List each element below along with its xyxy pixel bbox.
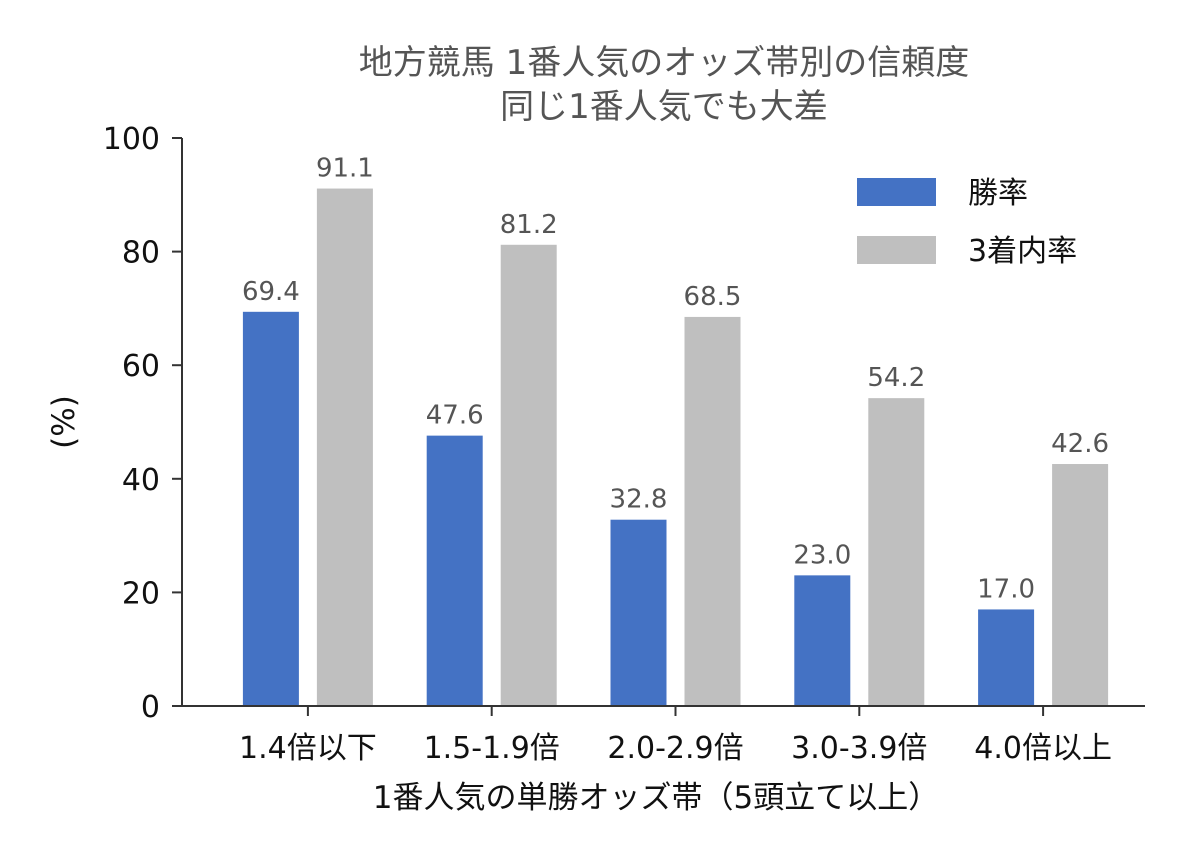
x-tick-label: 1.4倍以下	[239, 731, 377, 766]
bar-top3-rate	[1052, 464, 1109, 706]
bar-win-rate	[978, 609, 1035, 706]
bar-win-rate	[794, 575, 851, 706]
bars-group	[242, 188, 1109, 706]
data-label: 91.1	[316, 154, 374, 184]
data-label: 32.8	[610, 485, 668, 515]
data-label: 54.2	[867, 363, 925, 393]
y-tick-label: 0	[141, 690, 160, 725]
legend-swatch-win-rate	[857, 178, 936, 206]
x-tick-label: 2.0-2.9倍	[607, 731, 743, 766]
data-label: 47.6	[426, 401, 484, 431]
data-label: 68.5	[684, 282, 742, 312]
bar-top3-rate	[684, 316, 741, 706]
data-label: 69.4	[242, 277, 300, 307]
y-tick-label: 40	[122, 463, 160, 498]
y-tick-label: 20	[122, 576, 160, 611]
x-axis-label: 1番人気の単勝オッズ帯（5頭立て以上）	[373, 780, 939, 816]
data-label: 81.2	[500, 210, 558, 240]
legend: 勝率 3着内率	[857, 176, 1077, 269]
bar-win-rate	[426, 435, 483, 706]
x-tick-label: 1.5-1.9倍	[424, 731, 560, 766]
bar-top3-rate	[500, 244, 557, 706]
legend-label-win-rate: 勝率	[968, 176, 1028, 211]
y-ticks-group: 0 20 40 60 80 100	[103, 122, 182, 725]
bar-win-rate	[242, 311, 299, 706]
legend-label-top3-rate: 3着内率	[968, 234, 1077, 269]
legend-swatch-top3-rate	[857, 236, 936, 264]
bar-win-rate	[610, 519, 667, 706]
x-tick-label: 4.0倍以上	[974, 731, 1112, 766]
data-label: 42.6	[1051, 429, 1109, 459]
data-label: 23.0	[793, 540, 851, 570]
y-axis-label: (%)	[46, 395, 82, 449]
x-ticks-group: 1.4倍以下 1.5-1.9倍 2.0-2.9倍 3.0-3.9倍 4.0倍以上	[239, 706, 1112, 766]
data-labels-group: 69.4 91.1 47.6 81.2 32.8 68.5 23.0 54.2 17.0 42.6	[242, 154, 1109, 605]
y-tick-label: 80	[122, 236, 160, 271]
x-tick-label: 3.0-3.9倍	[791, 731, 927, 766]
data-label: 17.0	[977, 574, 1035, 604]
chart-title: 地方競馬 1番人気のオッズ帯別の信頼度	[359, 43, 969, 83]
y-tick-label: 100	[103, 122, 160, 157]
bar-top3-rate	[868, 398, 925, 706]
bar-top3-rate	[316, 188, 373, 706]
chart-subtitle: 同じ1番人気でも大差	[500, 87, 828, 127]
y-tick-label: 60	[122, 349, 160, 384]
